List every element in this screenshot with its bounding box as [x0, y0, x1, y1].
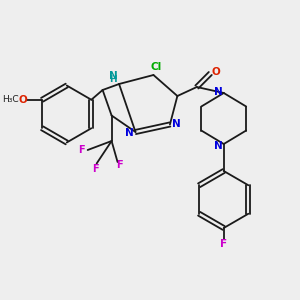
Text: F: F [78, 145, 85, 155]
Text: F: F [116, 160, 122, 170]
Text: N: N [214, 86, 223, 97]
Text: Cl: Cl [151, 61, 162, 72]
Text: O: O [18, 95, 27, 105]
Text: N: N [109, 70, 118, 81]
Text: H: H [109, 75, 117, 84]
Text: O: O [211, 67, 220, 77]
Text: N: N [172, 119, 181, 129]
Text: F: F [92, 164, 98, 174]
Text: N: N [125, 128, 134, 139]
Text: N: N [214, 141, 223, 152]
Text: H₃C: H₃C [2, 95, 19, 104]
Text: F: F [220, 239, 227, 249]
